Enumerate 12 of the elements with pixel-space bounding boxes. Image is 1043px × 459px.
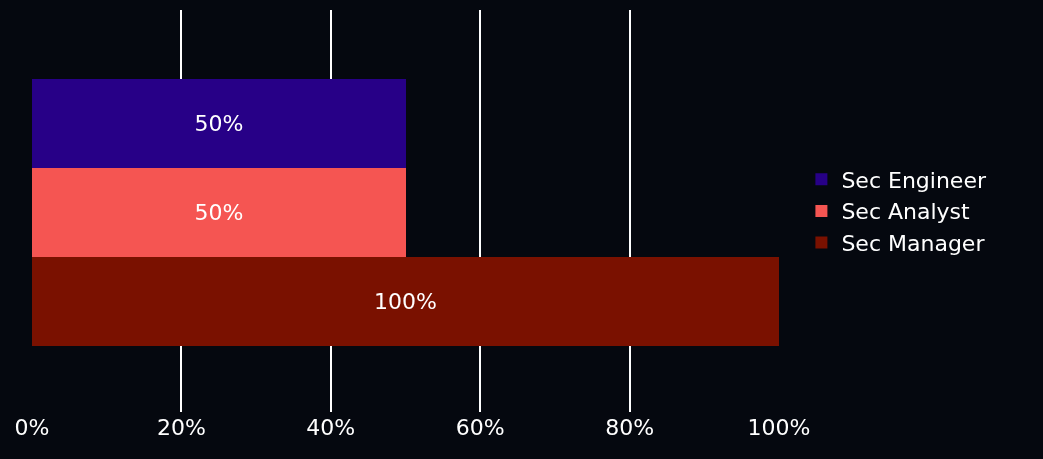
data-label: 50%: [194, 111, 244, 136]
data-label: 50%: [194, 200, 244, 225]
legend-label: Sec Engineer: [841, 167, 987, 193]
x-tick-label: 40%: [306, 415, 356, 440]
legend-label: Sec Analyst: [841, 199, 971, 225]
x-tick-label: 60%: [455, 415, 505, 440]
data-label: 100%: [374, 289, 437, 314]
x-tick-label: 80%: [605, 415, 655, 440]
legend-label: Sec Manager: [841, 231, 986, 257]
x-tick-label: 100%: [747, 415, 811, 440]
x-tick-label: 0%: [14, 415, 50, 440]
x-tick-label: 20%: [156, 415, 206, 440]
